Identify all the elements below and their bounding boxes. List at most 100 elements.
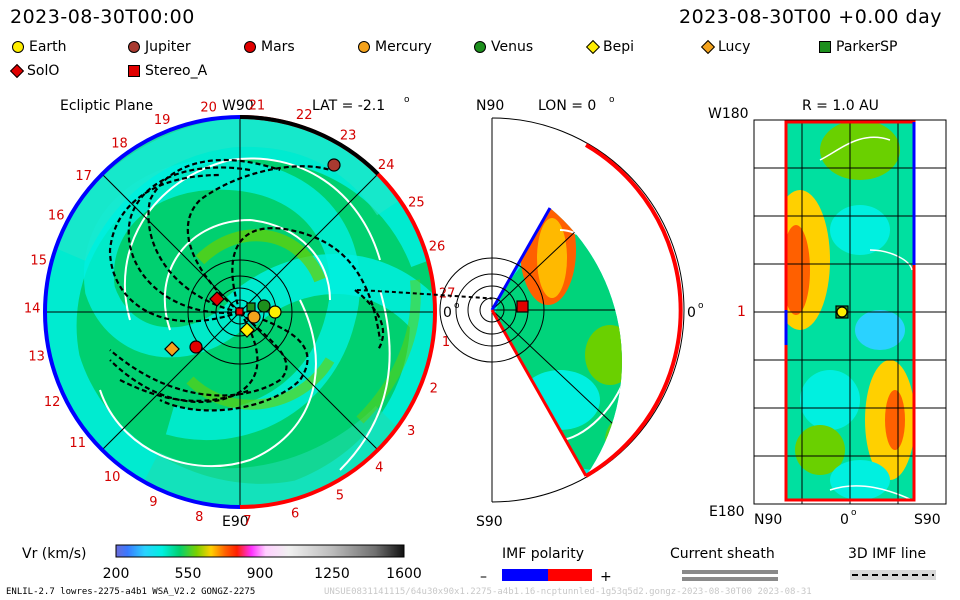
legend-label: Stereo_A (145, 63, 208, 79)
earth-marker-map (836, 306, 848, 318)
carrington-tick: 19 (154, 113, 171, 128)
map-tick-n90: N90 (754, 512, 782, 528)
circle-icon (128, 41, 140, 53)
legend-item-jupiter: Jupiter (128, 39, 191, 55)
current-sheath-swatch-1 (682, 570, 778, 574)
timestamp-left: 2023-08-30T00:00 (10, 6, 195, 28)
carrington-tick: 25 (408, 196, 425, 211)
bepi-marker (239, 322, 255, 338)
ecliptic-top-label: W90 (222, 98, 254, 114)
current-sheath-swatch-2 (682, 577, 778, 581)
carrington-tick: 10 (104, 470, 121, 485)
ecliptic-lat-label: LAT = -2.1 (312, 98, 385, 114)
meridional-right-label: 0 (687, 305, 696, 321)
stereo-a-marker-mer (516, 300, 529, 313)
legend-label: Lucy (718, 39, 751, 55)
carrington-tick: 13 (28, 350, 45, 365)
carrington-tick: 27 (439, 287, 456, 302)
legend-item-earth: Earth (12, 39, 67, 55)
legend-label: Bepi (603, 39, 634, 55)
carrington-tick: 8 (195, 510, 203, 525)
ecliptic-markers (164, 158, 341, 357)
mars-marker (189, 340, 203, 354)
legend-item-lucy: Lucy (700, 39, 751, 55)
carrington-tick: 26 (429, 239, 446, 254)
imf-line-label: 3D IMF line (848, 546, 926, 562)
map-title: R = 1.0 AU (802, 98, 879, 114)
meridional-top-label: N90 (476, 98, 504, 114)
current-sheath-label: Current sheath (670, 546, 775, 562)
legend-item-solo: SolO (9, 63, 59, 79)
legend-item-stereo-a: Stereo_A (128, 63, 207, 79)
legend-label: Jupiter (145, 39, 191, 55)
legend-label: ParkerSP (836, 39, 898, 55)
imf-line-legend: 3D IMF line (848, 546, 936, 580)
map-tick-s90: S90 (914, 512, 941, 528)
meridional-right-degree: o (698, 301, 704, 311)
carrington-tick: 20 (200, 100, 217, 115)
ecliptic-panel: Ecliptic Plane W90 LAT = -2.1 o E90 0 o … (24, 95, 460, 530)
legend-label: Mars (261, 39, 295, 55)
ecliptic-right-degree: o (454, 301, 460, 311)
timestamp-right: 2023-08-30T00 +0.00 day (679, 6, 942, 28)
carrington-tick: 17 (75, 169, 92, 184)
venus-marker (257, 299, 271, 313)
carrington-tick: 11 (69, 436, 86, 451)
carrington-tick: 22 (296, 108, 313, 123)
map-mid-left: 1 (737, 304, 746, 320)
carrington-tick: 15 (30, 254, 47, 269)
carrington-tick: 14 (24, 301, 41, 316)
ecliptic-bottom-label: E90 (222, 514, 249, 530)
ecliptic-lat-degree: o (404, 95, 410, 105)
colorbar-gradient (115, 544, 405, 558)
colorbar-label: Vr (km/s) (22, 546, 86, 562)
stereo-a-marker-ecl (235, 307, 244, 316)
legend-label: Mercury (375, 39, 432, 55)
meridional-lon-degree: o (609, 95, 615, 105)
colorbar-tick: 900 (247, 566, 274, 582)
imf-polarity-label: IMF polarity (502, 546, 584, 562)
ecliptic-right-label: 0 (443, 305, 452, 321)
legend-item-mars: Mars (244, 39, 295, 55)
legend-item-parkersp: ParkerSP (819, 39, 897, 55)
footer-right: UNSUE0831141115/64u30x90x1.2275-a4b1.16-… (324, 587, 812, 597)
mercury-marker (247, 310, 261, 324)
earth-marker (268, 305, 282, 319)
circle-icon (244, 41, 256, 53)
carrington-tick: 4 (375, 461, 383, 476)
carrington-tick: 7 (243, 514, 251, 529)
square-icon (128, 65, 140, 77)
colorbar-tick: 1600 (386, 566, 422, 582)
circle-icon (12, 41, 24, 53)
imf-polarity-legend: IMF polarity – + (480, 546, 612, 585)
carrington-tick: 21 (249, 99, 266, 114)
carrington-tick: 12 (44, 395, 61, 410)
meridional-panel: N90 LON = 0 o S90 0 o (439, 95, 704, 530)
legend-item-venus: Venus (474, 39, 533, 55)
lucy-marker (164, 341, 180, 357)
carrington-tick: 6 (291, 507, 299, 522)
legend-item-mercury: Mercury (358, 39, 432, 55)
carrington-tick: 9 (149, 495, 157, 510)
colorbar-tick: 550 (175, 566, 202, 582)
map-bottom-left: E180 (709, 504, 745, 520)
imf-minus: – (480, 569, 487, 585)
imf-positive-swatch (548, 569, 592, 581)
imf-connector-line (356, 289, 519, 301)
carrington-tick: 24 (378, 158, 395, 173)
legend-item-bepi: Bepi (585, 39, 634, 55)
map-top-left: W180 (708, 106, 749, 122)
solo-marker (209, 291, 225, 307)
circle-icon (358, 41, 370, 53)
carrington-tick: 2 (430, 382, 438, 397)
map-tick-0: 0 (840, 512, 849, 528)
square-icon (819, 41, 831, 53)
jupiter-marker (327, 158, 341, 172)
imf-negative-swatch (502, 569, 548, 581)
imf-plus: + (600, 569, 612, 585)
current-sheath-legend: Current sheath (670, 546, 778, 581)
carrington-tick: 23 (340, 128, 357, 143)
parker-marker (246, 302, 256, 312)
